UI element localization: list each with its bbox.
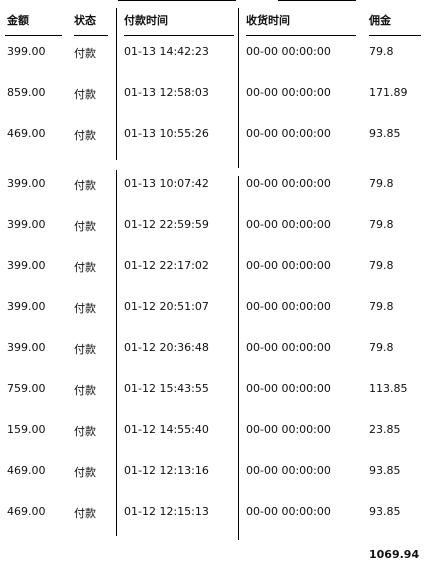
row-receive-time: 00-00 00:00:00 bbox=[246, 300, 331, 313]
order-table-body: 399.00 付款 01-13 14:42:23 00-00 00:00:00 … bbox=[0, 38, 436, 539]
table-row[interactable]: 469.00 付款 01-13 10:55:26 00-00 00:00:00 … bbox=[0, 120, 436, 161]
row-status: 付款 bbox=[74, 466, 96, 479]
row-status: 付款 bbox=[74, 384, 96, 397]
row-amount: 469.00 bbox=[7, 464, 46, 477]
header-amount: 金额 bbox=[7, 14, 29, 27]
row-status: 付款 bbox=[74, 179, 96, 192]
row-status: 付款 bbox=[74, 261, 96, 274]
row-status: 付款 bbox=[74, 425, 96, 438]
row-pay-time: 01-12 14:55:40 bbox=[124, 423, 209, 436]
row-pay-time: 01-13 12:58:03 bbox=[124, 86, 209, 99]
table-row[interactable]: 469.00 付款 01-12 12:15:13 00-00 00:00:00 … bbox=[0, 498, 436, 539]
row-pay-time: 01-12 20:51:07 bbox=[124, 300, 209, 313]
header-receive-time: 收货时间 bbox=[246, 14, 290, 27]
table-row[interactable]: 859.00 付款 01-13 12:58:03 00-00 00:00:00 … bbox=[0, 79, 436, 120]
column-separator bbox=[116, 8, 117, 160]
row-status: 付款 bbox=[74, 343, 96, 356]
row-pay-time: 01-12 20:36:48 bbox=[124, 341, 209, 354]
table-header: 金额 状态 付款时间 收货时间 佣金 bbox=[0, 8, 436, 34]
table-row[interactable]: 399.00 付款 01-13 14:42:23 00-00 00:00:00 … bbox=[0, 38, 436, 79]
table-row[interactable]: 469.00 付款 01-12 12:13:16 00-00 00:00:00 … bbox=[0, 457, 436, 498]
top-border bbox=[278, 0, 356, 4]
header-pay-time: 付款时间 bbox=[124, 14, 168, 27]
table-row[interactable]: 399.00 付款 01-12 22:17:02 00-00 00:00:00 … bbox=[0, 252, 436, 293]
row-pay-time: 01-13 10:07:42 bbox=[124, 177, 209, 190]
header-status: 状态 bbox=[74, 14, 96, 27]
header-underline bbox=[5, 35, 62, 36]
row-commission: 79.8 bbox=[369, 259, 394, 272]
row-status: 付款 bbox=[74, 220, 96, 233]
row-amount: 399.00 bbox=[7, 177, 46, 190]
row-receive-time: 00-00 00:00:00 bbox=[246, 423, 331, 436]
row-commission: 23.85 bbox=[369, 423, 401, 436]
row-commission: 93.85 bbox=[369, 505, 401, 518]
table-row[interactable]: 399.00 付款 01-12 22:59:59 00-00 00:00:00 … bbox=[0, 211, 436, 252]
row-amount: 399.00 bbox=[7, 45, 46, 58]
row-status: 付款 bbox=[74, 88, 96, 101]
row-receive-time: 00-00 00:00:00 bbox=[246, 127, 331, 140]
header-underline bbox=[369, 35, 421, 36]
header-commission: 佣金 bbox=[369, 14, 391, 27]
row-amount: 859.00 bbox=[7, 86, 46, 99]
table-row[interactable]: 399.00 付款 01-12 20:51:07 00-00 00:00:00 … bbox=[0, 293, 436, 334]
row-commission: 171.89 bbox=[369, 86, 408, 99]
row-amount: 159.00 bbox=[7, 423, 46, 436]
row-status: 付款 bbox=[74, 507, 96, 520]
header-underline bbox=[74, 35, 108, 36]
row-receive-time: 00-00 00:00:00 bbox=[246, 505, 331, 518]
header-underline bbox=[124, 35, 234, 36]
table-row[interactable]: 159.00 付款 01-12 14:55:40 00-00 00:00:00 … bbox=[0, 416, 436, 457]
row-pay-time: 01-12 12:13:16 bbox=[124, 464, 209, 477]
column-separator bbox=[238, 176, 239, 540]
row-commission: 79.8 bbox=[369, 300, 394, 313]
table-row[interactable]: 759.00 付款 01-12 15:43:55 00-00 00:00:00 … bbox=[0, 375, 436, 416]
row-amount: 469.00 bbox=[7, 127, 46, 140]
row-commission: 93.85 bbox=[369, 464, 401, 477]
top-border bbox=[118, 0, 236, 4]
row-receive-time: 00-00 00:00:00 bbox=[246, 341, 331, 354]
row-receive-time: 00-00 00:00:00 bbox=[246, 177, 331, 190]
row-pay-time: 01-12 22:59:59 bbox=[124, 218, 209, 231]
row-receive-time: 00-00 00:00:00 bbox=[246, 259, 331, 272]
row-commission: 79.8 bbox=[369, 177, 394, 190]
row-receive-time: 00-00 00:00:00 bbox=[246, 218, 331, 231]
row-pay-time: 01-12 12:15:13 bbox=[124, 505, 209, 518]
row-commission: 79.8 bbox=[369, 45, 394, 58]
row-pay-time: 01-12 22:17:02 bbox=[124, 259, 209, 272]
row-commission: 79.8 bbox=[369, 218, 394, 231]
column-separator bbox=[238, 8, 239, 168]
row-pay-time: 01-12 15:43:55 bbox=[124, 382, 209, 395]
row-status: 付款 bbox=[74, 129, 96, 142]
row-receive-time: 00-00 00:00:00 bbox=[246, 86, 331, 99]
row-amount: 469.00 bbox=[7, 505, 46, 518]
row-receive-time: 00-00 00:00:00 bbox=[246, 382, 331, 395]
row-pay-time: 01-13 14:42:23 bbox=[124, 45, 209, 58]
row-receive-time: 00-00 00:00:00 bbox=[246, 45, 331, 58]
row-commission: 93.85 bbox=[369, 127, 401, 140]
row-commission: 79.8 bbox=[369, 341, 394, 354]
row-status: 付款 bbox=[74, 47, 96, 60]
table-row[interactable]: 399.00 付款 01-13 10:07:42 00-00 00:00:00 … bbox=[0, 161, 436, 211]
column-separator bbox=[116, 170, 117, 536]
row-amount: 399.00 bbox=[7, 218, 46, 231]
row-commission: 113.85 bbox=[369, 382, 408, 395]
table-row[interactable]: 399.00 付款 01-12 20:36:48 00-00 00:00:00 … bbox=[0, 334, 436, 375]
header-underline bbox=[246, 35, 356, 36]
row-receive-time: 00-00 00:00:00 bbox=[246, 464, 331, 477]
row-pay-time: 01-13 10:55:26 bbox=[124, 127, 209, 140]
row-amount: 399.00 bbox=[7, 341, 46, 354]
row-amount: 759.00 bbox=[7, 382, 46, 395]
row-status: 付款 bbox=[74, 302, 96, 315]
row-amount: 399.00 bbox=[7, 300, 46, 313]
total-commission: 1069.94 bbox=[369, 548, 420, 561]
row-amount: 399.00 bbox=[7, 259, 46, 272]
